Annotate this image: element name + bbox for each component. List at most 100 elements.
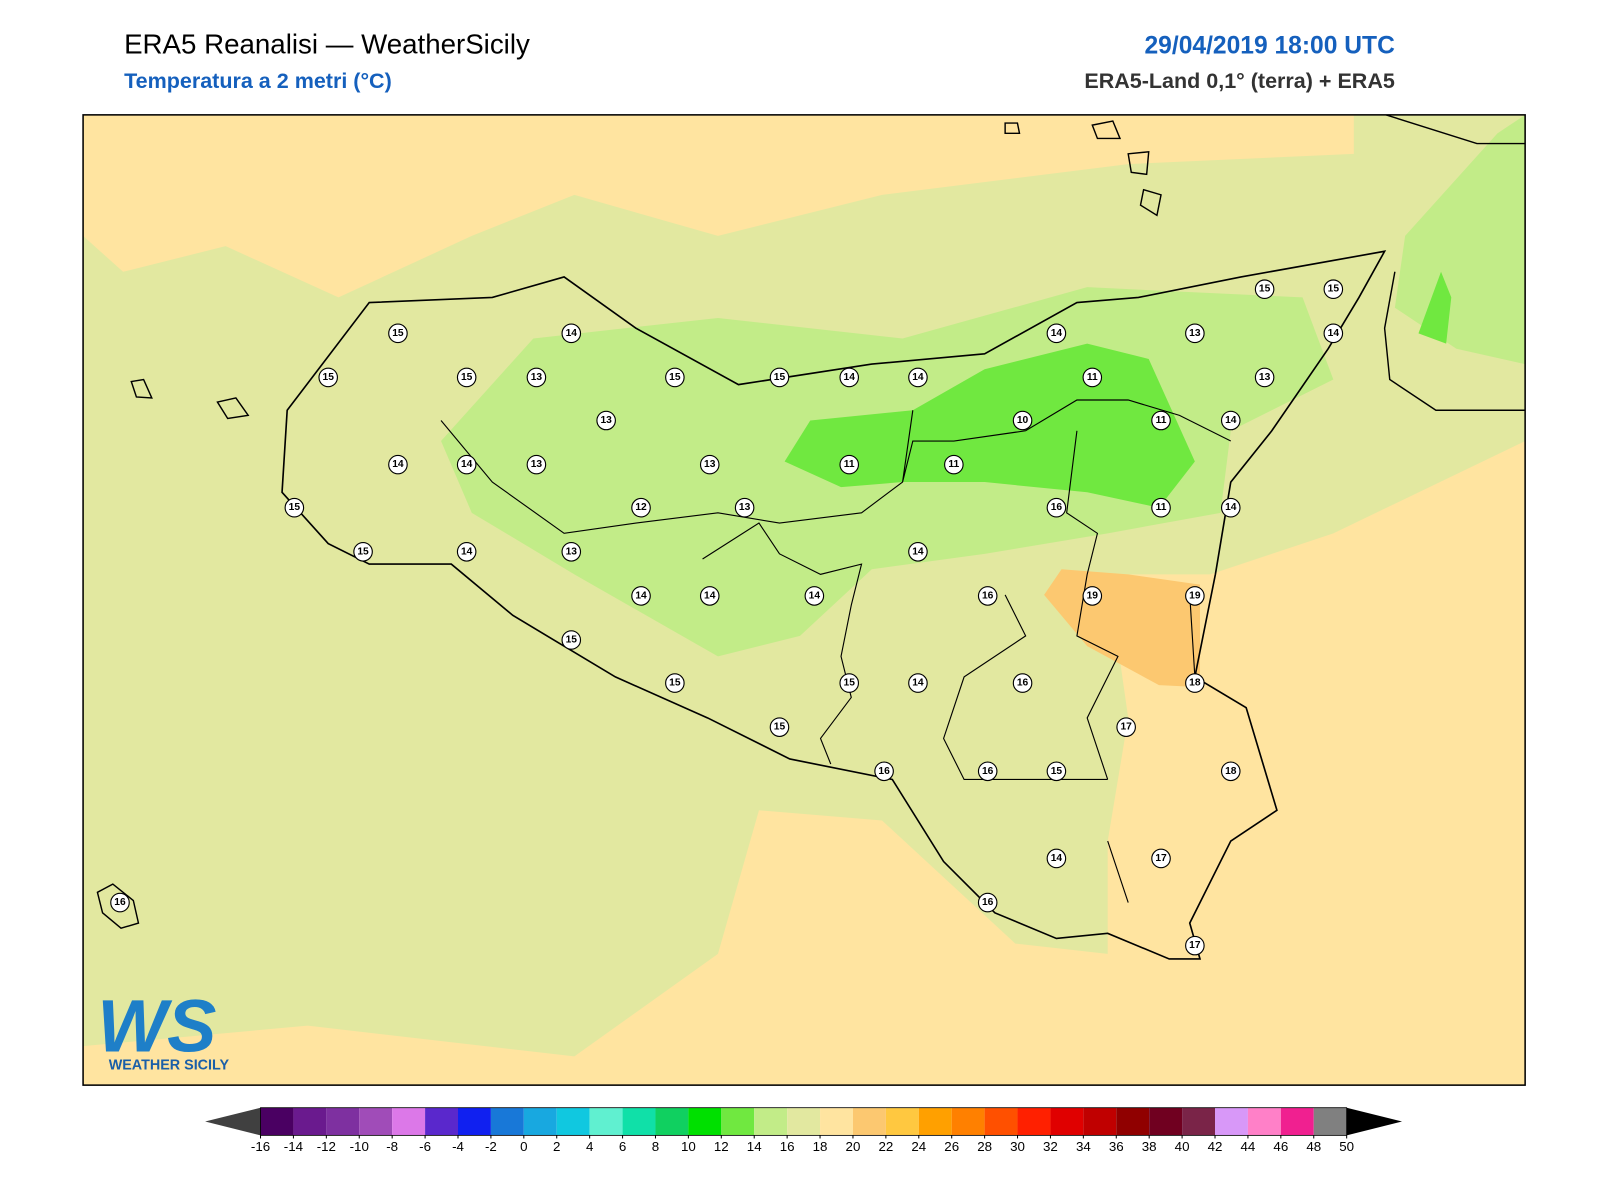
- station-value: 11: [948, 459, 959, 470]
- station-value: 13: [531, 372, 543, 383]
- station-value: 16: [1017, 678, 1029, 689]
- station: 11: [944, 454, 964, 475]
- station: 17: [1116, 717, 1136, 737]
- station-marker: [908, 541, 928, 562]
- station-marker: [1046, 323, 1067, 344]
- island: [96, 883, 140, 930]
- colorbar-bin: [425, 1107, 458, 1136]
- source: ERA5-Land 0,1° (terra) + ERA5: [1084, 69, 1395, 93]
- station: 14: [1220, 497, 1241, 518]
- station-marker: [1012, 410, 1033, 431]
- station-value: 12: [635, 502, 647, 513]
- station-value: 14: [844, 372, 856, 383]
- colorbar-bin: [490, 1107, 524, 1136]
- station: 11: [1082, 367, 1103, 388]
- colorbar-bin: [1247, 1107, 1281, 1136]
- station-marker: [908, 673, 928, 693]
- station-marker: [977, 586, 998, 606]
- coastline: [281, 250, 1387, 960]
- station-value: 16: [982, 590, 994, 601]
- station: 18: [1220, 761, 1241, 782]
- station-marker: [456, 454, 477, 475]
- station-marker: [456, 367, 477, 388]
- station-marker: [977, 892, 998, 913]
- station: 14: [908, 673, 928, 693]
- colorbar-label: 48: [1306, 1139, 1321, 1154]
- station-marker: [1323, 279, 1344, 300]
- station: 15: [839, 673, 860, 693]
- station-value: 17: [1120, 722, 1132, 733]
- station-value: 16: [878, 766, 890, 777]
- station-value: 14: [1225, 502, 1237, 513]
- colorbar-under: [205, 1107, 261, 1136]
- station-marker: [561, 323, 582, 344]
- station-value: 14: [1051, 853, 1063, 864]
- colorbar-bin: [293, 1107, 327, 1136]
- station-marker: [1185, 935, 1205, 956]
- station-value: 15: [774, 722, 786, 733]
- colorbar-bin: [1017, 1107, 1051, 1136]
- station: 12: [631, 497, 651, 518]
- colorbar-label: 44: [1241, 1139, 1256, 1154]
- station-value: 17: [1155, 853, 1167, 864]
- colorbar-label: -12: [317, 1139, 336, 1154]
- station-value: 13: [704, 459, 716, 470]
- colorbar-bin: [984, 1107, 1018, 1136]
- station: 14: [699, 586, 720, 606]
- station-marker: [1046, 848, 1067, 869]
- colorbar-label: 8: [652, 1139, 659, 1154]
- station-marker: [874, 761, 894, 782]
- title: ERA5 Reanalisi — WeatherSicily: [124, 28, 530, 59]
- station: 14: [456, 541, 477, 562]
- colorbar-label: 10: [681, 1139, 696, 1154]
- station-marker: [1151, 497, 1171, 518]
- station-value: 13: [1189, 328, 1201, 339]
- colorbar-frame: [260, 1107, 1348, 1136]
- station-marker: [284, 497, 305, 518]
- colorbar-bin: [359, 1107, 393, 1136]
- colorbar-label: -6: [419, 1139, 431, 1154]
- colorbar-label: 22: [878, 1139, 893, 1154]
- station: 16: [977, 892, 998, 913]
- station: 14: [561, 323, 582, 344]
- colorbar-label: 20: [846, 1139, 861, 1154]
- station-marker: [388, 323, 408, 344]
- colorbar-over: [1346, 1107, 1403, 1136]
- colorbar-label: -14: [284, 1139, 304, 1154]
- colorbar-bin: [1215, 1107, 1248, 1136]
- station: 15: [1046, 761, 1067, 782]
- colorbar-bin: [951, 1107, 985, 1136]
- station-value: 14: [461, 546, 473, 557]
- colorbar-label: 6: [619, 1139, 626, 1154]
- colorbar-bin: [457, 1107, 491, 1136]
- station: 13: [526, 367, 547, 388]
- field-14-calabria: [1394, 114, 1526, 365]
- station-marker: [1116, 717, 1136, 737]
- colorbar-label: -2: [485, 1139, 497, 1154]
- colorbar-bin: [622, 1107, 656, 1136]
- station: 15: [769, 717, 790, 737]
- station-marker: [318, 367, 338, 388]
- station: 15: [456, 367, 477, 388]
- station-value: 18: [1189, 678, 1201, 689]
- colorbar-bin: [655, 1107, 689, 1136]
- logo-text: WEATHER SICILY: [109, 1058, 230, 1074]
- station-value: 13: [1259, 372, 1271, 383]
- station: 14: [631, 586, 651, 606]
- station-value: 13: [566, 546, 578, 557]
- station-marker: [665, 673, 685, 693]
- station-marker: [1151, 848, 1171, 869]
- station-marker: [1254, 367, 1275, 388]
- colorbar-label: 36: [1109, 1139, 1124, 1154]
- station-value: 14: [809, 590, 821, 601]
- station: 14: [1046, 323, 1067, 344]
- station-value: 19: [1087, 590, 1099, 601]
- station-value: 15: [392, 328, 404, 339]
- station-marker: [804, 586, 825, 606]
- station-marker: [977, 761, 998, 782]
- station-marker: [734, 497, 755, 518]
- islands: [130, 120, 1162, 420]
- station-marker: [561, 541, 582, 562]
- map: 15 14 15 15 13 15 15 14 14 14 13 15 15 14 13 11 10 11 14 13…: [83, 114, 1526, 1086]
